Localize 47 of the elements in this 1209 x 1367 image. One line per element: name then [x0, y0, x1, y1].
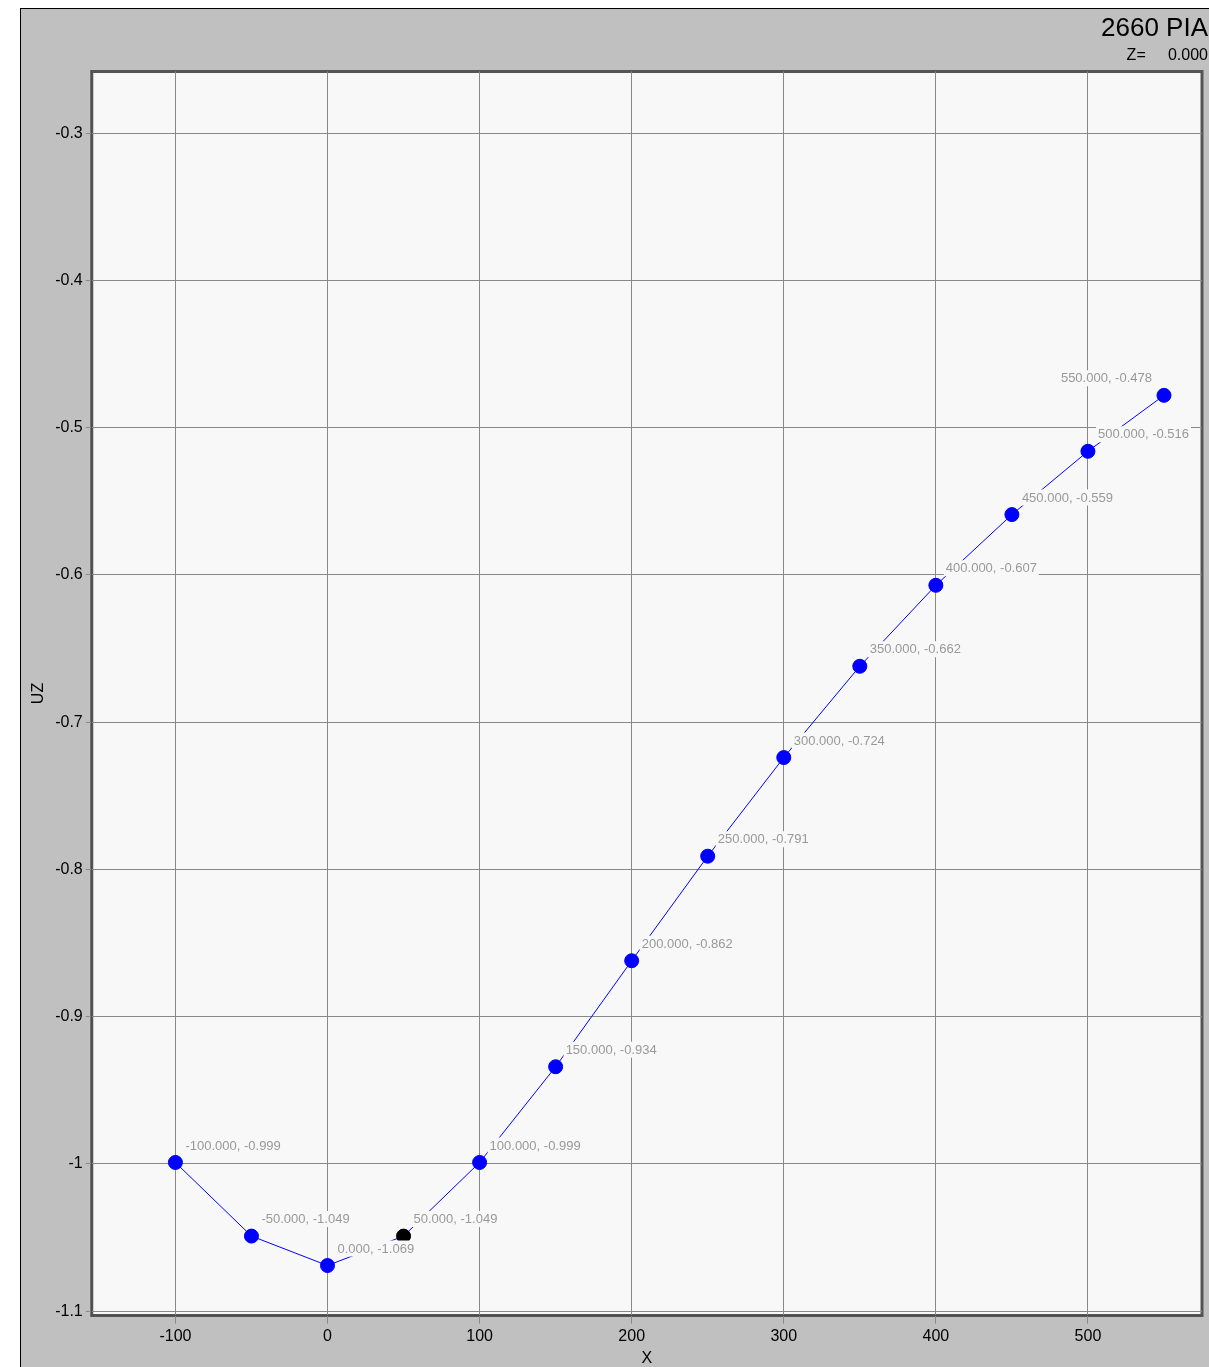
point: [243, 1228, 259, 1244]
y-tick-label: -1: [68, 1154, 83, 1172]
point: [167, 1154, 183, 1170]
data-label: -50.000, -1.049: [261, 1211, 350, 1227]
point: [700, 848, 716, 864]
y-tick-label: -0.6: [55, 565, 83, 583]
data-label: 0.000, -1.069: [337, 1240, 415, 1256]
chart-title: 2660 PIA: [1101, 11, 1209, 42]
data-label: 150.000, -0.934: [565, 1041, 657, 1057]
data-label: 400.000, -0.607: [945, 560, 1037, 576]
point: [1156, 387, 1172, 403]
data-label: 250.000, -0.791: [717, 831, 809, 847]
x-tick-label: 0: [323, 1326, 333, 1344]
point: [548, 1059, 564, 1075]
x-tick-label: -100: [159, 1326, 192, 1344]
x-tick-label: 300: [770, 1326, 798, 1344]
point: [320, 1258, 335, 1274]
point: [852, 658, 868, 674]
x-tick-label: 500: [1074, 1326, 1102, 1344]
y-tick-label: -0.5: [55, 418, 83, 436]
y-tick-label: -0.7: [55, 712, 83, 730]
y-tick-label: -1.1: [55, 1301, 83, 1319]
data-label: 500.000, -0.516: [1097, 426, 1190, 442]
x-tick-label: 100: [466, 1326, 494, 1344]
y-tick-label: -0.3: [55, 123, 83, 141]
x-tick-label: 400: [922, 1326, 950, 1344]
x-tick-label: 200: [618, 1326, 646, 1344]
y-tick-label: -0.8: [55, 859, 83, 877]
point: [1080, 443, 1096, 459]
x-axis-title: X: [641, 1348, 653, 1366]
point: [928, 577, 944, 593]
data-label: 350.000, -0.662: [869, 641, 961, 657]
point: [1004, 507, 1020, 523]
point: [472, 1154, 488, 1170]
y-tick-label: -0.9: [55, 1007, 83, 1025]
point: [776, 750, 792, 766]
data-label: 550.000, -0.478: [1060, 370, 1152, 386]
chart-subtitle: Z= 0.000: [1126, 46, 1209, 64]
data-label: 200.000, -0.862: [641, 935, 733, 951]
y-axis-title: UZ: [29, 682, 47, 705]
data-label: 100.000, -0.999: [489, 1137, 581, 1153]
data-label: -100.000, -0.999: [185, 1137, 281, 1153]
data-label: 450.000, -0.559: [1021, 489, 1113, 505]
data-label: 300.000, -0.724: [793, 732, 885, 748]
data-label: 50.000, -1.049: [413, 1211, 498, 1227]
point: [624, 953, 640, 969]
y-tick-label: -0.4: [55, 270, 83, 288]
